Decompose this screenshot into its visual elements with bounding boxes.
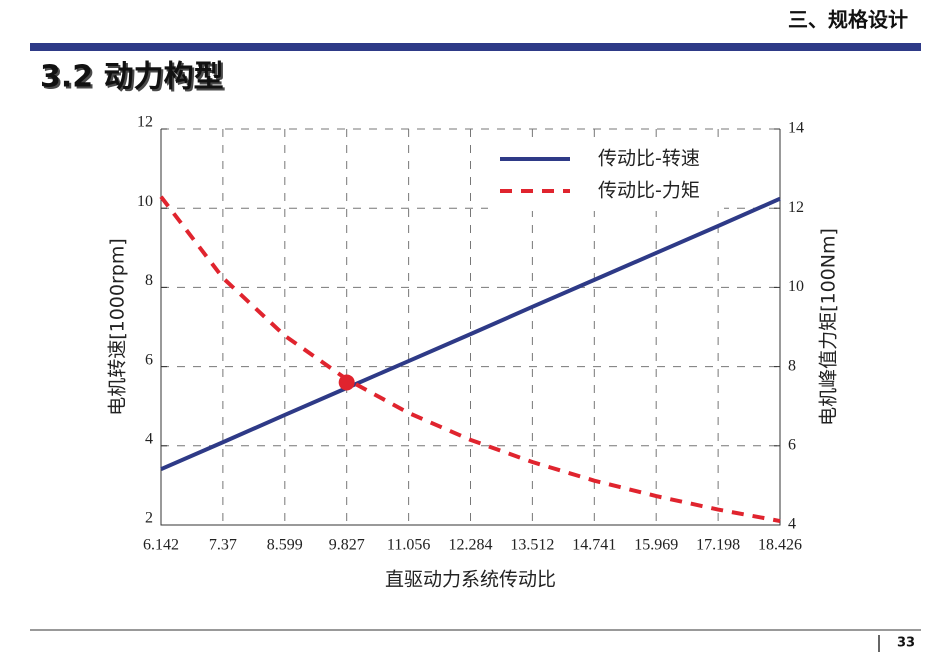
x-tick-label: 17.198 (696, 537, 740, 554)
y-tick-label: 4 (145, 430, 153, 447)
x-tick-label: 14.741 (572, 537, 616, 554)
x-axis-label: 直驱动力系统传动比 (385, 569, 556, 591)
y2-tick-label: 6 (788, 436, 796, 453)
y2-axis-label: 电机峰值力矩[100Nm] (818, 228, 840, 426)
y-tick-label: 2 (145, 510, 153, 527)
y-tick-label: 10 (137, 193, 153, 210)
y-axis-label: 电机转速[1000rpm] (107, 238, 129, 416)
section-title: 三、规格设计 (788, 8, 908, 32)
intersection-marker (338, 374, 355, 391)
x-tick-label: 7.37 (209, 537, 237, 554)
y2-tick-label: 10 (788, 278, 804, 295)
y2-tick-label: 12 (788, 199, 804, 216)
series-line (160, 196, 781, 471)
x-tick-label: 11.056 (387, 537, 430, 554)
axis-frame (160, 129, 781, 526)
x-tick-label: 18.426 (758, 537, 802, 554)
y-tick-label: 12 (137, 114, 153, 131)
x-tick-label: 8.599 (267, 537, 303, 554)
y2-tick-label: 8 (788, 357, 796, 374)
y-tick-label: 6 (145, 351, 153, 368)
x-tick-label: 9.827 (329, 537, 365, 554)
x-tick-label: 12.284 (449, 537, 493, 554)
y2-tick-label: 4 (788, 516, 796, 533)
x-tick-label: 6.142 (143, 537, 179, 554)
page-number: 33 (897, 636, 915, 651)
x-tick-label: 15.969 (634, 537, 678, 554)
y-tick-label: 8 (145, 272, 153, 289)
slide-title: 3.2 动力构型 (40, 60, 224, 95)
y2-tick-label: 14 (788, 120, 804, 137)
title-shadow: 3.2 动力构型 (42, 62, 226, 97)
series-line (159, 195, 781, 524)
legend-label: 传动比-力矩 (598, 180, 700, 202)
legend-label: 传动比-转速 (598, 148, 700, 170)
legend-box (488, 143, 724, 211)
x-tick-label: 13.512 (510, 537, 554, 554)
header-bar (30, 43, 921, 51)
